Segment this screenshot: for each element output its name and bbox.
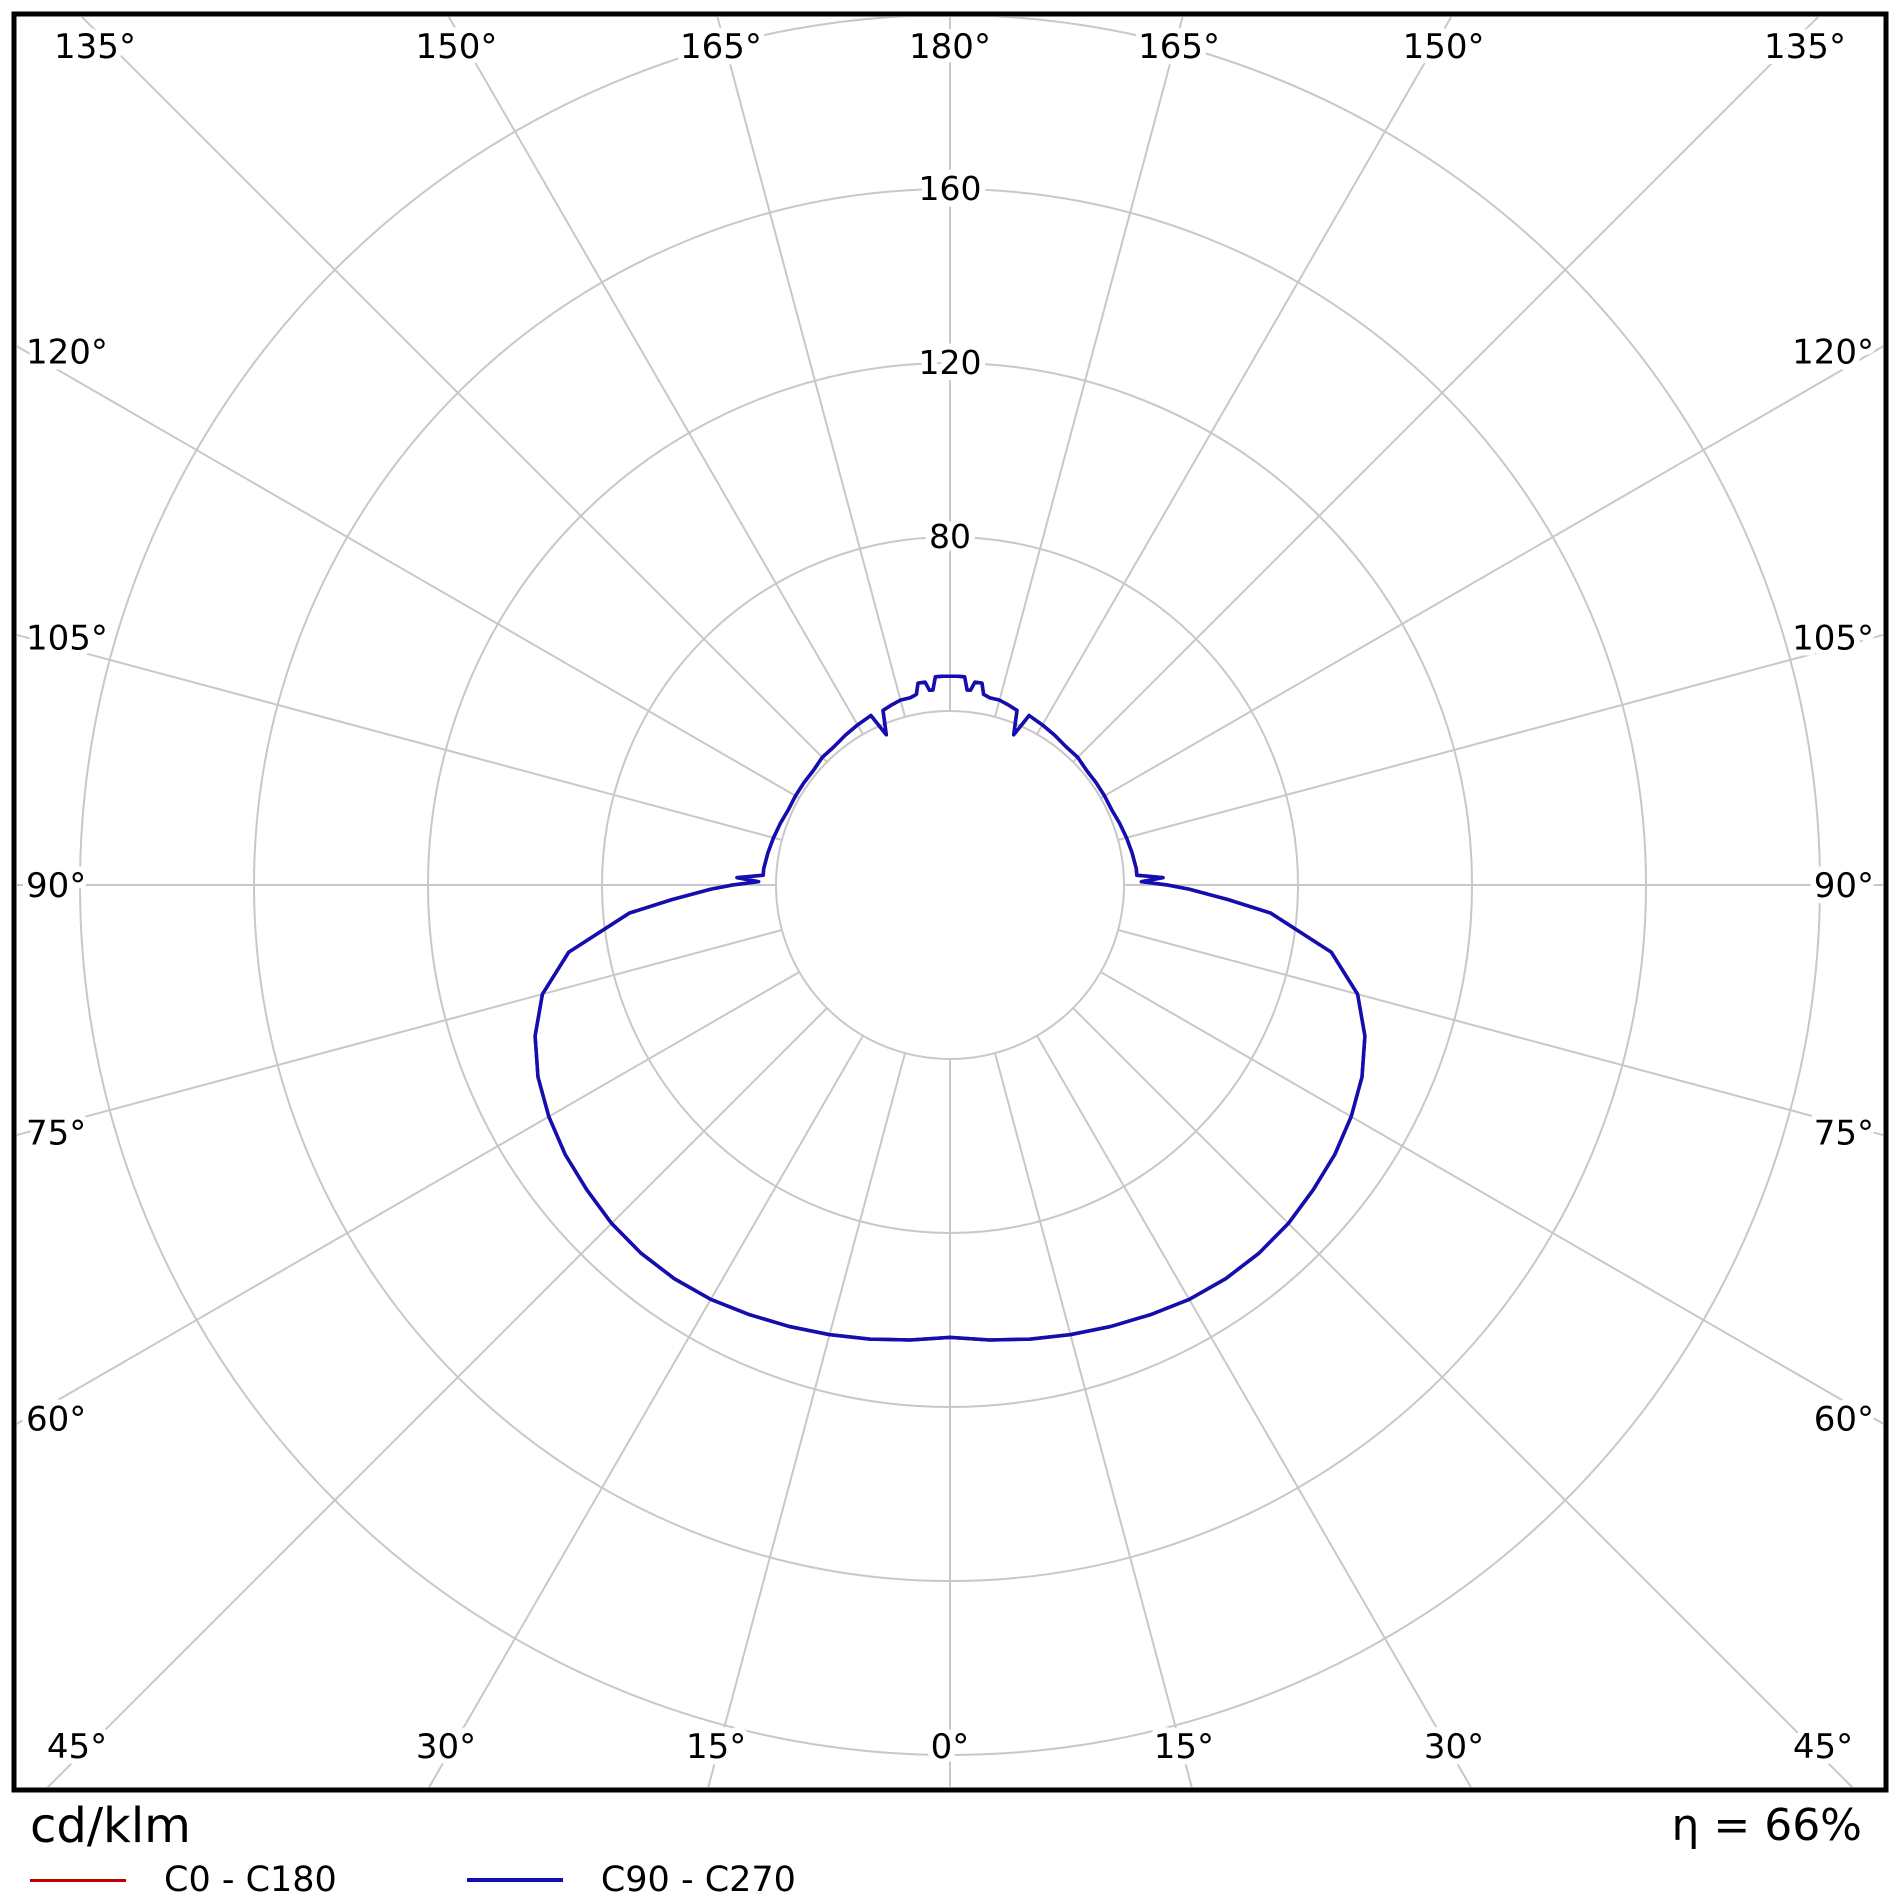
grid-spoke [1036, 1035, 1472, 1787]
angle-label: 90° [26, 866, 86, 906]
legend-line-c90-c270 [466, 1878, 563, 1882]
units-label: cd/klm [30, 1798, 191, 1854]
angle-label: 15° [1154, 1727, 1214, 1767]
angle-label: 60° [26, 1400, 86, 1440]
grid-spoke [1036, 17, 1453, 735]
grid-spoke [1117, 633, 1883, 841]
angle-label: 45° [1793, 1727, 1853, 1767]
grid-spoke [17, 929, 783, 1137]
angle-label: 120° [1792, 333, 1874, 373]
legend-label-c90-c270: C90 - C270 [600, 1860, 796, 1900]
legend-line-c0-c180 [30, 1878, 126, 1882]
angle-label: 30° [416, 1727, 476, 1767]
angle-label: 30° [1424, 1727, 1484, 1767]
angle-label: 90° [1814, 866, 1874, 906]
radial-label: 80 [929, 517, 971, 556]
grid-spoke [46, 1007, 828, 1787]
angle-label: 15° [686, 1727, 746, 1767]
footer: cd/klm η = 66% C0 - C180 C90 - C270 [0, 1790, 1900, 1900]
angle-label: 120° [26, 333, 108, 373]
grid-spoke [994, 1052, 1193, 1787]
angle-label: 60° [1814, 1400, 1874, 1440]
angle-label: 105° [1792, 618, 1874, 658]
grid-spoke [17, 971, 800, 1425]
grid-spoke [1100, 345, 1883, 799]
angle-label: 180° [909, 27, 991, 67]
grid-spoke [1072, 17, 1820, 763]
grid-spoke [17, 633, 783, 841]
grid-spoke [17, 345, 800, 799]
curve-C90-C270 [533, 674, 1367, 1342]
angle-label: 150° [1403, 27, 1485, 67]
legend-item-c0-c180: C0 - C180 [30, 1860, 337, 1900]
radial-label: 120 [919, 343, 982, 382]
legend: C0 - C180 C90 - C270 [30, 1860, 796, 1900]
grid-spoke [707, 1052, 906, 1787]
radial-label: 160 [919, 169, 982, 208]
grid-spoke [1117, 929, 1883, 1137]
grid-spoke [716, 17, 906, 718]
legend-label-c0-c180: C0 - C180 [164, 1860, 337, 1900]
angle-label: 135° [1764, 27, 1846, 67]
grid-spoke [1072, 1007, 1854, 1787]
grid-spoke [447, 17, 864, 735]
legend-item-c90-c270: C90 - C270 [466, 1860, 796, 1900]
angle-label: 75° [1814, 1114, 1874, 1154]
angle-label: 105° [26, 618, 108, 658]
angle-label: 135° [54, 27, 136, 67]
grid-spoke [80, 17, 828, 763]
grid-spoke [1100, 971, 1883, 1425]
efficiency-label: η = 66% [1671, 1800, 1862, 1851]
plot-border [11, 11, 1889, 1793]
angle-label: 150° [415, 27, 497, 67]
angle-label: 0° [931, 1727, 970, 1767]
angle-label: 165° [1138, 27, 1220, 67]
angle-label: 165° [680, 27, 762, 67]
angle-label: 75° [26, 1114, 86, 1154]
angle-label: 45° [47, 1727, 107, 1767]
grid-spoke [994, 17, 1184, 718]
grid-spoke [428, 1035, 864, 1787]
intensity-curves [533, 674, 1367, 1342]
